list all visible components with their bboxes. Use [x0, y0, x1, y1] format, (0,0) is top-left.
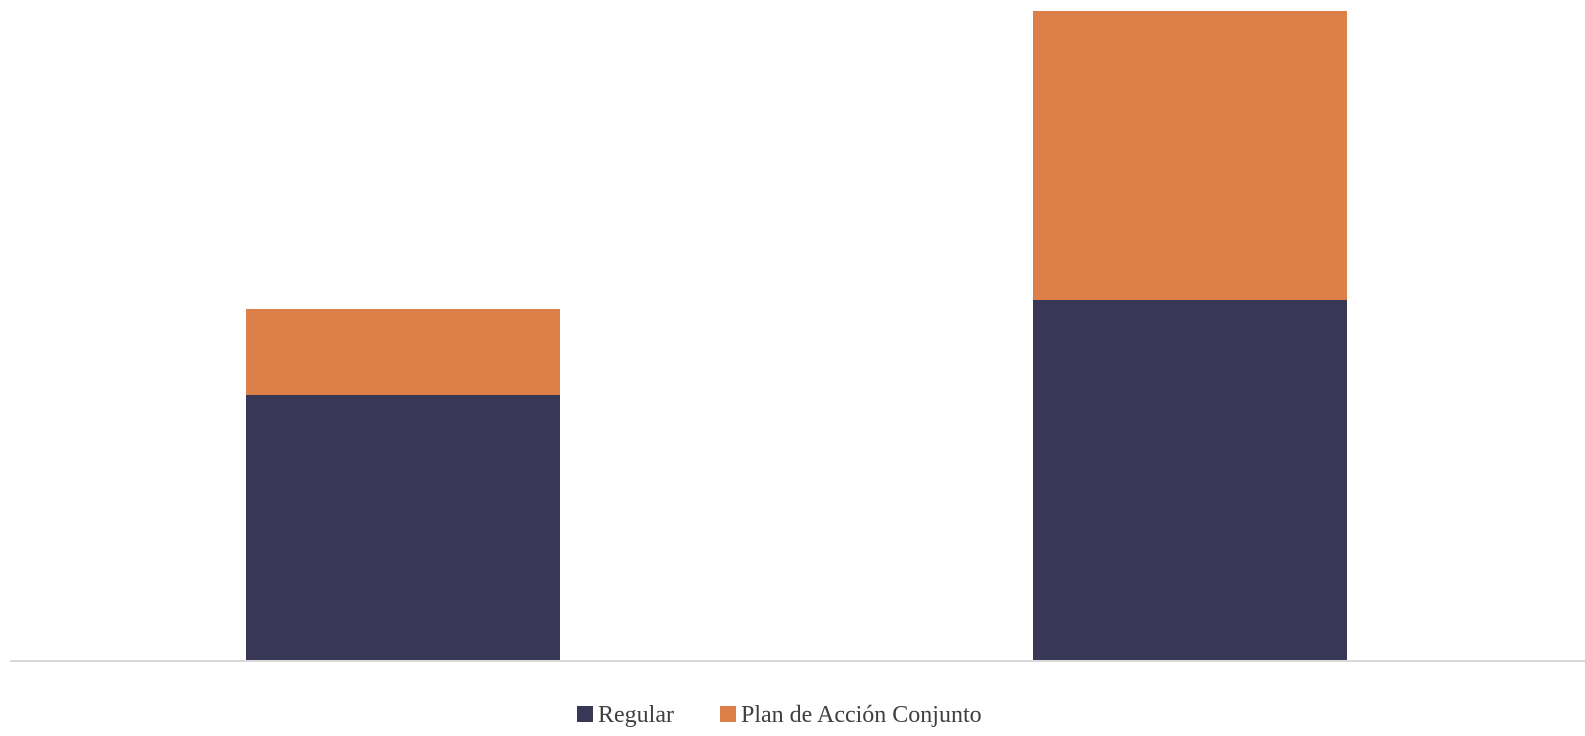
- bar-plan-de-accion-conjunto-2: [1033, 11, 1347, 300]
- legend-label-regular: Regular: [598, 702, 674, 728]
- legend-swatch-regular: [577, 706, 593, 722]
- bar-regular-1: [246, 395, 560, 660]
- legend-label-plan-de-accion-conjunto: Plan de Acción Conjunto: [741, 702, 982, 728]
- legend-swatch-plan-de-accion-conjunto: [720, 706, 736, 722]
- legend-item-regular: Regular: [577, 702, 674, 728]
- bar-regular-2: [1033, 300, 1347, 660]
- legend: Regular Plan de Acción Conjunto: [577, 702, 982, 728]
- bar-plan-de-accion-conjunto-1: [246, 309, 560, 395]
- legend-item-plan-de-accion-conjunto: Plan de Acción Conjunto: [720, 702, 982, 728]
- bars-group: [246, 11, 1347, 660]
